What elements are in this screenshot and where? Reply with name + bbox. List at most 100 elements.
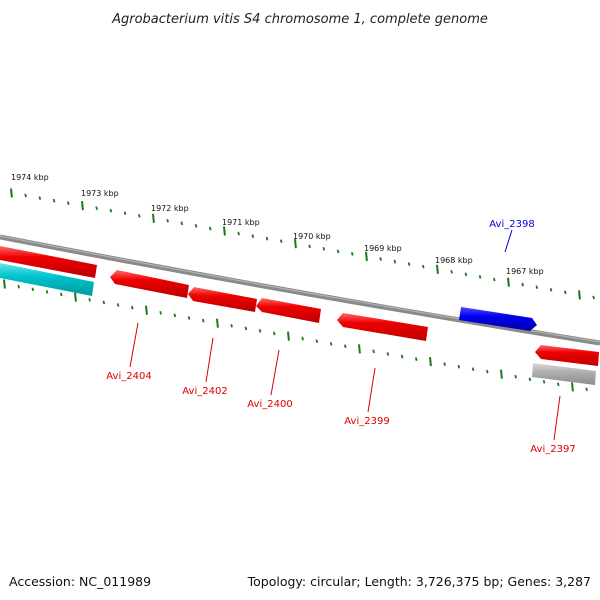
map-title: Agrobacterium vitis S4 chromosome 1, com… bbox=[111, 12, 488, 27]
inner-scale-minor-tick bbox=[173, 313, 177, 318]
scale-label-1973: 1973 kbp bbox=[81, 189, 119, 198]
outer-scale-minor-tick bbox=[123, 211, 127, 216]
inner-scale-minor-tick bbox=[329, 341, 333, 346]
outer-scale-major-tick bbox=[152, 213, 155, 223]
outer-scale-minor-tick bbox=[421, 264, 425, 269]
inner-scale-minor-tick bbox=[372, 349, 375, 354]
scale-label-1972: 1972 kbp bbox=[151, 204, 189, 213]
inner-scale-major-tick bbox=[216, 318, 219, 328]
inner-scale-minor-tick bbox=[485, 369, 489, 374]
inner-scale-minor-tick bbox=[187, 316, 191, 320]
leader-line-avi-2404 bbox=[129, 322, 139, 368]
outer-scale-major-tick bbox=[10, 188, 13, 198]
accession-text: Accession: NC_011989 bbox=[9, 574, 151, 589]
outer-scale-minor-tick bbox=[265, 236, 269, 241]
outer-scale-minor-tick bbox=[109, 208, 113, 213]
inner-scale-minor-tick bbox=[471, 367, 475, 372]
outer-scale-minor-tick bbox=[336, 249, 340, 254]
gene-label-avi-2397[interactable]: Avi_2397 bbox=[530, 444, 575, 455]
inner-scale-minor-tick bbox=[201, 318, 205, 323]
gene-feature-avi-2404[interactable] bbox=[110, 270, 189, 298]
genome-backbone bbox=[0, 234, 600, 346]
leader-line-avi-2402 bbox=[205, 337, 214, 383]
inner-scale-major-tick bbox=[358, 344, 361, 354]
outer-scale-minor-tick bbox=[407, 262, 411, 266]
inner-scale-minor-tick bbox=[88, 297, 91, 302]
inner-scale-minor-tick bbox=[400, 354, 404, 359]
outer-scale-minor-tick bbox=[251, 234, 255, 238]
inner-scale-minor-tick bbox=[542, 379, 546, 384]
inner-scale-minor-tick bbox=[59, 292, 63, 297]
gene-label-avi-2402[interactable]: Avi_2402 bbox=[182, 386, 227, 397]
inner-scale-minor-tick bbox=[556, 382, 560, 387]
outer-scale-minor-tick bbox=[592, 295, 595, 300]
outer-scale-minor-tick bbox=[66, 201, 70, 205]
outer-scale-minor-tick bbox=[478, 275, 482, 279]
inner-scale-major-tick bbox=[500, 369, 503, 379]
inner-scale-major-tick bbox=[287, 331, 290, 341]
outer-scale-minor-tick bbox=[464, 272, 468, 277]
outer-scale-minor-tick bbox=[492, 277, 496, 282]
outer-scale-minor-tick bbox=[521, 282, 524, 287]
gene-features bbox=[0, 246, 599, 385]
inner-scale-minor-tick bbox=[102, 300, 106, 305]
inner-scale-minor-tick bbox=[514, 374, 517, 379]
inner-scale-minor-tick bbox=[45, 290, 49, 294]
inner-scale-major-tick bbox=[145, 305, 148, 315]
gene-label-avi-2398[interactable]: Avi_2398 bbox=[489, 219, 534, 230]
inner-scale-minor-tick bbox=[457, 364, 461, 369]
inner-scale-minor-tick bbox=[386, 352, 390, 356]
outer-scale-minor-tick bbox=[52, 198, 56, 203]
scale-label-1970: 1970 kbp bbox=[293, 232, 331, 241]
gene-feature-avi-2402[interactable] bbox=[188, 287, 257, 312]
outer-scale-minor-tick bbox=[308, 244, 311, 249]
inner-scale-minor-tick bbox=[159, 310, 162, 315]
outer-scale-minor-tick bbox=[237, 231, 240, 236]
inner-scale-minor-tick bbox=[414, 357, 418, 361]
gene-feature-avi-2400[interactable] bbox=[256, 298, 321, 323]
gene-leader-lines bbox=[129, 229, 561, 441]
outer-scale-minor-tick bbox=[563, 290, 567, 295]
outer-scale-minor-tick bbox=[137, 213, 141, 218]
inner-scale-minor-tick bbox=[116, 303, 120, 307]
outer-scale-major-tick bbox=[223, 226, 226, 236]
outer-scale-minor-tick bbox=[535, 285, 539, 290]
inner-scale-minor-tick bbox=[272, 331, 276, 336]
outer-scale-minor-tick bbox=[208, 226, 212, 231]
outer-scale-minor-tick bbox=[194, 224, 198, 228]
outer-scale-major-tick bbox=[436, 264, 439, 274]
gene-label-avi-2404[interactable]: Avi_2404 bbox=[106, 371, 151, 382]
outer-scale-minor-tick bbox=[24, 193, 27, 198]
gene-feature-left[interactable] bbox=[0, 246, 97, 278]
outer-scale-minor-tick bbox=[350, 252, 354, 256]
gene-label-avi-2400[interactable]: Avi_2400 bbox=[247, 399, 292, 410]
leader-line-avi-2398 bbox=[504, 229, 513, 253]
inner-scale-minor-tick bbox=[258, 329, 262, 333]
outer-scale-minor-tick bbox=[95, 206, 98, 211]
leader-line-avi-2397 bbox=[553, 395, 561, 441]
inner-scale-major-tick bbox=[74, 292, 77, 302]
gene-feature-gray[interactable] bbox=[532, 363, 596, 385]
inner-scale-minor-tick bbox=[31, 287, 35, 292]
gene-feature-avi-2398[interactable] bbox=[459, 307, 537, 331]
outer-scale-minor-tick bbox=[322, 246, 326, 251]
leader-line-avi-2400 bbox=[270, 349, 280, 396]
outer-scale-minor-tick bbox=[38, 196, 42, 200]
gene-feature-avi-2397[interactable] bbox=[535, 345, 599, 366]
gene-labels: Avi_2404 Avi_2402 Avi_2400 Avi_2399 Avi_… bbox=[106, 219, 575, 455]
scale-label-1971: 1971 kbp bbox=[222, 218, 260, 227]
gene-feature-avi-2399[interactable] bbox=[337, 313, 428, 341]
outer-scale-major-tick bbox=[81, 201, 84, 211]
inner-scale-minor-tick bbox=[244, 326, 248, 331]
outer-scale-minor-tick bbox=[180, 221, 184, 226]
outer-scale-minor-tick bbox=[166, 218, 169, 223]
inner-scale-major-tick bbox=[571, 382, 574, 392]
outer-scale-major-tick bbox=[507, 277, 510, 287]
inner-scale-major-tick bbox=[429, 357, 432, 367]
genome-summary-text: Topology: circular; Length: 3,726,375 bp… bbox=[247, 574, 591, 589]
outer-scale-minor-tick bbox=[549, 287, 553, 292]
scale-label-1968: 1968 kbp bbox=[435, 256, 473, 265]
gene-feature-rna[interactable] bbox=[0, 263, 94, 296]
gene-label-avi-2399[interactable]: Avi_2399 bbox=[344, 416, 389, 427]
